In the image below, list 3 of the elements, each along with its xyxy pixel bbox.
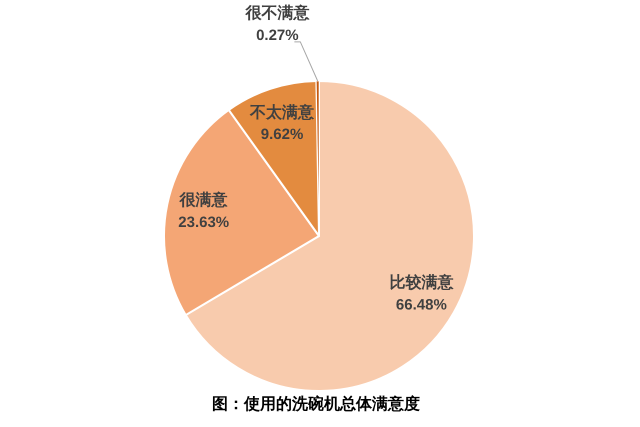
text: 图：使用的洗碗机总体满意度 [212, 394, 420, 414]
slice-label: 很不满意 [244, 4, 310, 22]
data-label: 0.27% [256, 26, 299, 44]
